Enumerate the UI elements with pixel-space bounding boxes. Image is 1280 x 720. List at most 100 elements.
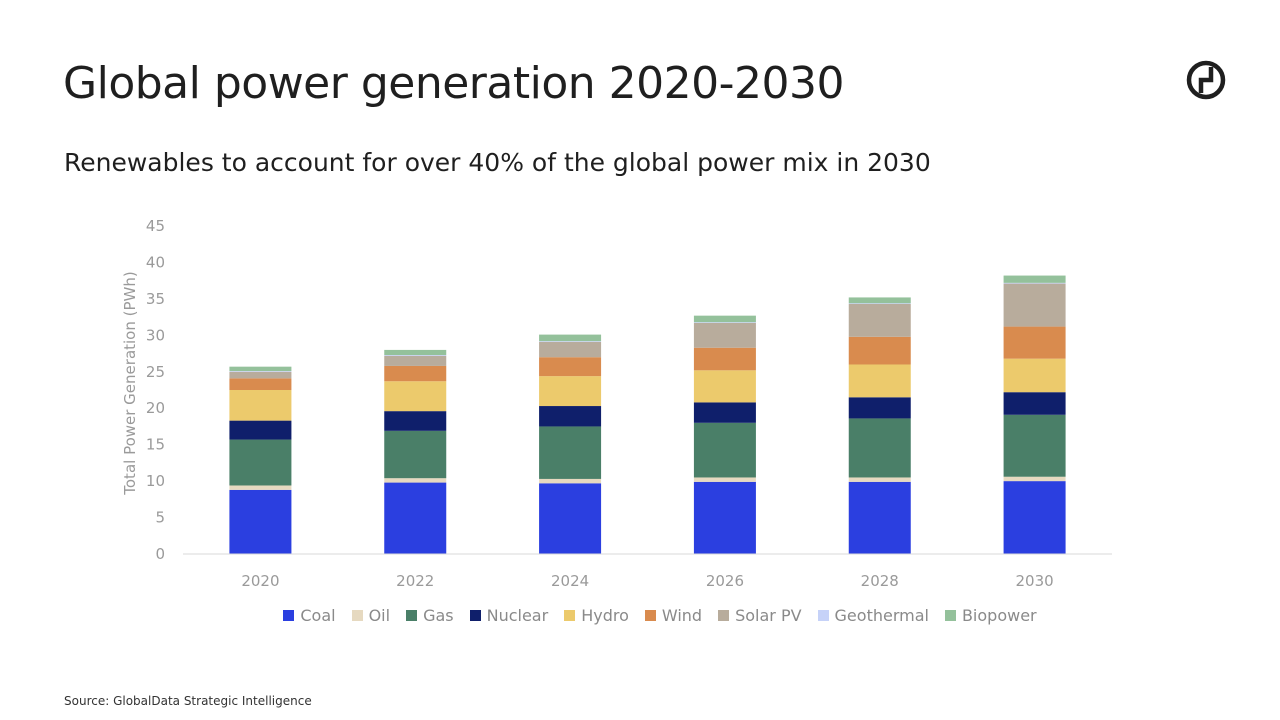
legend-label: Geothermal [834,606,929,625]
legend-item: Solar PV [718,606,802,625]
bar-segment-oil-2030 [1003,476,1066,482]
bar-segment-hydro-2030 [1003,358,1066,393]
bar-segment-solar-pv-2022 [384,355,447,366]
x-tick-label: 2030 [1015,572,1053,590]
globaldata-logo-icon [1186,60,1226,100]
bar-segment-wind-2022 [384,365,447,382]
bar-segment-gas-2030 [1003,414,1066,477]
legend-label: Oil [368,606,391,625]
bar-segment-wind-2030 [1003,326,1066,359]
page-subtitle: Renewables to account for over 40% of th… [64,148,931,177]
legend-item: Nuclear [469,606,549,625]
bar-segment-coal-2020 [229,489,292,554]
bar-segment-hydro-2022 [384,381,447,412]
x-tick-label: 2028 [861,572,899,590]
y-tick-label: 35 [146,290,165,308]
bar-segment-nuclear-2020 [229,420,292,440]
bar-segment-gas-2020 [229,439,292,486]
bar-segment-biopower-2028 [848,297,911,304]
legend-swatch [644,610,656,621]
bar-segment-biopower-2022 [384,349,447,356]
legend-swatch [469,610,481,621]
bar-segment-solar-pv-2030 [1003,283,1066,327]
x-tick-label: 2024 [551,572,589,590]
bar-segment-nuclear-2022 [384,411,447,431]
bar-segment-nuclear-2030 [1003,392,1066,415]
bar-segment-nuclear-2024 [539,406,602,427]
bar-segment-geothermal-2028 [848,303,911,304]
bar-segment-biopower-2020 [229,366,292,372]
bar-segment-gas-2022 [384,430,447,479]
bar-segment-nuclear-2028 [848,397,911,419]
legend-label: Hydro [581,606,629,625]
bar-segment-geothermal-2026 [693,322,756,323]
bar-segment-solar-pv-2020 [229,371,292,379]
bar-segment-coal-2030 [1003,481,1066,554]
bar-segment-wind-2026 [693,347,756,371]
page-title: Global power generation 2020-2030 [63,58,844,109]
legend-swatch [406,610,418,621]
bar-segment-gas-2024 [539,426,602,479]
legend-item: Biopower [944,606,1037,625]
legend-label: Solar PV [735,606,802,625]
y-tick-label: 30 [146,326,165,344]
bar-segment-wind-2028 [848,336,911,365]
stacked-bar-chart: 0 5 10 15 20 25 30 35 40 45 2020 2022 2024 2026 2028 2… [121,217,1112,590]
bar-segment-hydro-2024 [539,376,602,407]
legend-item: Gas [406,606,454,625]
bar-segment-hydro-2028 [848,364,911,398]
bar-segment-nuclear-2026 [693,402,756,423]
x-tick-label: 2020 [241,572,279,590]
legend-swatch [283,610,295,621]
y-axis-title: Total Power Generation (PWh) [121,271,139,495]
bar-segment-coal-2026 [693,481,756,554]
legend-swatch [944,610,956,621]
bar-segment-oil-2028 [848,477,911,482]
bar-segment-biopower-2024 [539,334,602,342]
y-tick-label: 45 [146,217,165,235]
bar-segment-gas-2026 [693,422,756,478]
bar-segment-coal-2028 [848,481,911,554]
bar-segment-solar-pv-2026 [693,322,756,348]
legend-label: Gas [423,606,454,625]
y-tick-label: 0 [155,545,165,563]
legend-label: Wind [661,606,703,625]
bar-segment-wind-2020 [229,378,292,390]
bar-segment-gas-2028 [848,418,911,478]
bar-segment-biopower-2026 [693,315,756,323]
bar-segment-coal-2024 [539,483,602,554]
y-tick-label: 10 [146,472,165,490]
y-tick-label: 20 [146,399,165,417]
y-tick-label: 40 [146,253,165,271]
bar-segment-wind-2024 [539,357,602,377]
bar-segment-coal-2022 [384,482,447,554]
bar-segment-oil-2020 [229,485,292,490]
bar-segment-geothermal-2024 [539,341,602,342]
legend-item: Geothermal [817,606,929,625]
legend-label: Coal [300,606,336,625]
bar-segment-hydro-2026 [693,370,756,403]
legend-label: Nuclear [486,606,549,625]
bar-segment-geothermal-2030 [1003,282,1066,284]
bar-segment-geothermal-2020 [229,371,292,372]
legend-item: Coal [283,606,336,625]
bar-segment-solar-pv-2028 [848,303,911,337]
bar-segment-oil-2026 [693,477,756,482]
bar-segment-hydro-2020 [229,390,292,421]
legend-item: Wind [644,606,703,625]
y-tick-label: 15 [146,436,165,454]
y-tick-label: 25 [146,363,165,381]
bar-segment-geothermal-2022 [384,355,447,356]
legend-swatch [718,610,730,621]
legend-swatch [351,610,363,621]
chart-legend: Coal Oil Gas Nuclear Hydro Wind Solar PV Geothe… [0,606,1280,625]
bar-segment-biopower-2030 [1003,275,1066,283]
legend-item: Hydro [564,606,629,625]
bar-segment-oil-2024 [539,478,602,484]
legend-item: Oil [351,606,391,625]
legend-swatch [817,610,829,621]
bar-segment-solar-pv-2024 [539,341,602,358]
source-note: Source: GlobalData Strategic Intelligenc… [64,694,312,708]
x-tick-label: 2022 [396,572,434,590]
legend-swatch [564,610,576,621]
